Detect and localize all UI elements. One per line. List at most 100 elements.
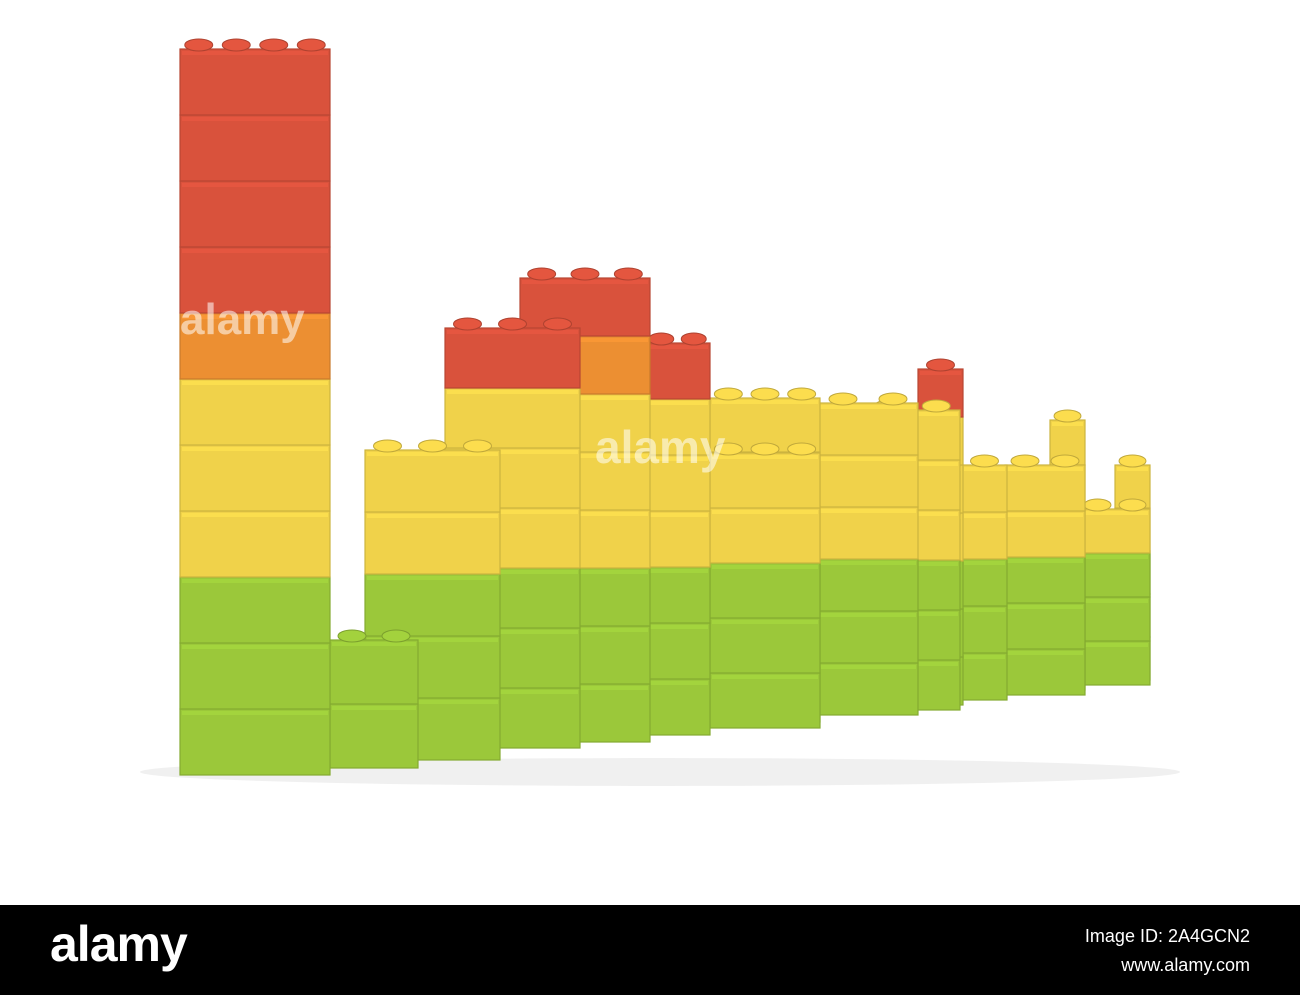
toy-brick [709, 507, 821, 564]
toy-brick [961, 511, 1008, 560]
brick-highlight [182, 183, 328, 187]
brick-highlight [820, 457, 916, 461]
brick-highlight [522, 570, 648, 574]
brick-stud [828, 392, 858, 406]
brick-column [329, 629, 419, 769]
toy-brick [1004, 510, 1086, 558]
brick-highlight [367, 576, 498, 580]
brick-highlight [522, 512, 648, 516]
toy-brick [179, 378, 331, 446]
brick-highlight [332, 706, 416, 710]
toy-brick [644, 510, 711, 568]
brick-highlight [447, 690, 578, 694]
toy-brick [709, 617, 821, 674]
watermark-top-left: alamy [180, 295, 305, 344]
brick-highlight [447, 510, 578, 514]
brick-highlight [522, 338, 648, 342]
brick-highlight [820, 509, 916, 513]
toy-brick [179, 444, 331, 512]
brick-column [1004, 454, 1086, 696]
brick-highlight [367, 638, 498, 642]
toy-brick [1079, 596, 1151, 642]
brick-highlight [447, 630, 578, 634]
brick-highlight [964, 655, 1005, 659]
brick-highlight [1007, 605, 1083, 609]
brick-highlight [647, 401, 708, 405]
toy-brick [179, 48, 331, 116]
stock-footer-bar: alamy Image ID: 2A4GCN2 www.alamy.com [0, 905, 1300, 995]
brick-stud [184, 38, 214, 52]
brick-highlight [447, 450, 578, 454]
toy-brick [179, 312, 331, 380]
toy-brick [1004, 602, 1086, 650]
brick-highlight [712, 510, 818, 514]
brick-column [644, 332, 711, 736]
brick-stud [680, 332, 707, 346]
brick-highlight [1007, 651, 1083, 655]
brick-highlight [1007, 559, 1083, 563]
brick-highlight [182, 249, 328, 253]
brick-highlight [712, 620, 818, 624]
brick-highlight [522, 628, 648, 632]
brick-highlight [447, 330, 578, 334]
brick-column [961, 454, 1008, 701]
brick-highlight [647, 457, 708, 461]
brick-highlight [332, 642, 416, 646]
brick-highlight [1007, 513, 1083, 517]
brick-stud [648, 332, 675, 346]
toy-brick [1079, 640, 1151, 686]
brick-highlight [182, 579, 328, 583]
brick-highlight [182, 117, 328, 121]
toy-brick [179, 246, 331, 314]
toy-brick [179, 510, 331, 578]
toy-brick [644, 342, 711, 400]
brick-stud [926, 358, 955, 372]
brick-highlight [522, 686, 648, 690]
brick-highlight [647, 345, 708, 349]
brick-highlight [447, 390, 578, 394]
brick-highlight [1007, 467, 1083, 471]
brick-stud [713, 442, 743, 456]
toy-brick [329, 639, 419, 705]
brick-stud [713, 387, 743, 401]
brick-highlight [182, 711, 328, 715]
toy-brick [1079, 552, 1151, 598]
brick-highlight [367, 514, 498, 518]
brick-column [179, 38, 331, 776]
brick-stud [296, 38, 326, 52]
brick-highlight [182, 447, 328, 451]
toy-brick [961, 652, 1008, 701]
brick-highlight [182, 513, 328, 517]
brick-stud [1053, 409, 1082, 423]
toy-brick [519, 277, 651, 337]
toy-brick [1004, 648, 1086, 696]
alamy-logo: alamy [50, 916, 188, 972]
brick-highlight [712, 565, 818, 569]
brick-stud [498, 317, 527, 331]
toy-brick [961, 605, 1008, 654]
brick-stud [373, 439, 402, 453]
toy-brick [179, 708, 331, 776]
brick-highlight [1082, 643, 1148, 647]
watermark-center: alamy [595, 421, 726, 473]
product-photo: alamy alamy [140, 38, 1180, 786]
brick-highlight [182, 51, 328, 55]
brick-highlight [447, 570, 578, 574]
brick-highlight [820, 561, 916, 565]
toy-brick [817, 662, 919, 716]
toy-brick [961, 558, 1008, 607]
brick-stud [259, 38, 289, 52]
toy-brick [329, 703, 419, 769]
toy-brick [1004, 556, 1086, 604]
brick-stud [787, 442, 817, 456]
toy-brick [644, 454, 711, 512]
toy-brick [1079, 508, 1151, 554]
image-id-label: Image ID: 2A4GCN2 [1084, 926, 1250, 946]
brick-column [817, 392, 919, 716]
brick-highlight [1052, 422, 1083, 426]
brick-highlight [647, 681, 708, 685]
brick-highlight [522, 280, 648, 284]
toy-brick [644, 622, 711, 680]
toy-brick [179, 576, 331, 644]
brick-highlight [647, 513, 708, 517]
